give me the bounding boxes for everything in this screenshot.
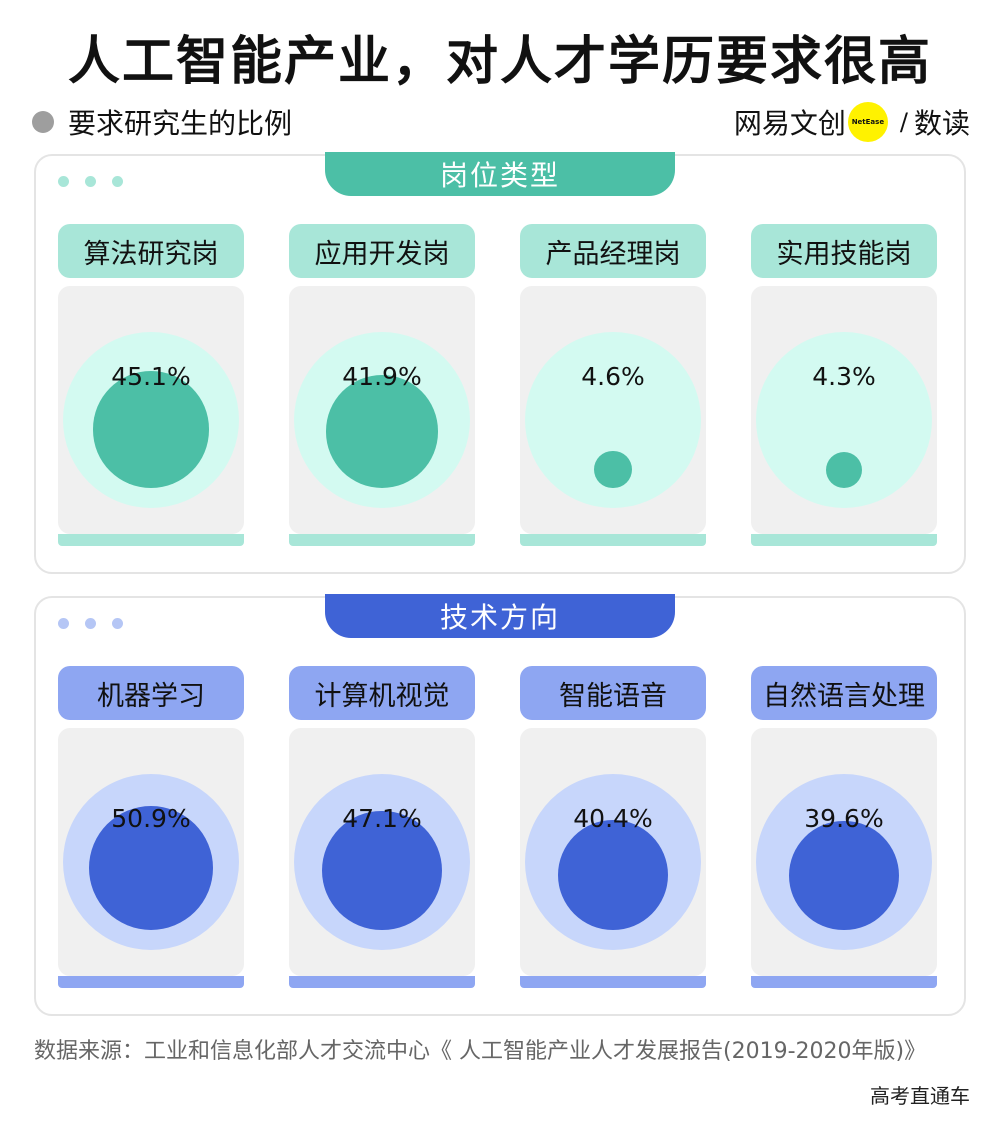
- card-strip: [751, 976, 937, 988]
- value-bubble: [89, 806, 213, 930]
- value-label: 4.3%: [812, 362, 876, 391]
- value-label: 41.9%: [342, 362, 422, 391]
- category-label: 智能语音: [520, 666, 706, 720]
- category-label: 实用技能岗: [751, 224, 937, 278]
- category-label: 应用开发岗: [289, 224, 475, 278]
- value-label: 4.6%: [581, 362, 645, 391]
- category-label: 自然语言处理: [751, 666, 937, 720]
- bullet-dot-icon: [32, 111, 54, 133]
- card-strip: [751, 534, 937, 546]
- brand-right: 数读: [913, 107, 970, 140]
- category-label: 产品经理岗: [520, 224, 706, 278]
- dot-icon: [85, 176, 96, 187]
- panel-tech-direction: 技术方向 机器学习 50.9% 计算机视觉 47.1% 智能语音 40.4% 自然语言处理 3…: [34, 594, 966, 1016]
- card-strip: [520, 534, 706, 546]
- brand-logo: 网易文创 NetEase / 数读: [734, 100, 970, 144]
- subtitle: 要求研究生的比例: [68, 107, 293, 140]
- card-strip: [58, 534, 244, 546]
- dot-icon: [58, 176, 69, 187]
- brand-slash: /: [899, 108, 908, 136]
- value-bubble: [322, 810, 442, 930]
- value-bubble: [557, 819, 669, 930]
- value-label: 45.1%: [111, 362, 191, 391]
- panel-job-type: 岗位类型 算法研究岗 45.1% 应用开发岗 41.9% 产品经理岗 4.6% 实用技能岗 4…: [34, 152, 966, 574]
- card-strip: [289, 976, 475, 988]
- category-label: 计算机视觉: [289, 666, 475, 720]
- value-label: 40.4%: [573, 804, 653, 833]
- value-bubble: [825, 451, 862, 488]
- card-strip: [58, 976, 244, 988]
- page-title: 人工智能产业，对人才学历要求很高: [67, 32, 932, 92]
- window-dots: [58, 618, 123, 629]
- netease-badge-icon: NetEase: [847, 102, 888, 142]
- dot-icon: [58, 618, 69, 629]
- dot-icon: [112, 618, 123, 629]
- value-bubble: [92, 371, 210, 488]
- card-strip: [289, 534, 475, 546]
- value-label: 47.1%: [342, 804, 422, 833]
- value-label: 50.9%: [111, 804, 191, 833]
- window-dots: [58, 176, 123, 187]
- panel-tab-title: 技术方向: [325, 594, 675, 638]
- value-label: 39.6%: [804, 804, 884, 833]
- watermark: 高考直通车: [870, 1084, 970, 1108]
- value-bubble: [789, 820, 899, 930]
- card-strip: [520, 976, 706, 988]
- value-bubble: [325, 375, 439, 488]
- category-label: 机器学习: [58, 666, 244, 720]
- dot-icon: [85, 618, 96, 629]
- brand-left: 网易文创: [733, 107, 846, 140]
- data-source-note: 数据来源：工业和信息化部人才交流中心《 人工智能产业人才发展报告(2019-20…: [34, 1039, 927, 1064]
- value-bubble: [594, 450, 632, 488]
- dot-icon: [112, 176, 123, 187]
- category-label: 算法研究岗: [58, 224, 244, 278]
- panel-tab-title: 岗位类型: [325, 152, 675, 196]
- subtitle-row: 要求研究生的比例: [32, 104, 292, 140]
